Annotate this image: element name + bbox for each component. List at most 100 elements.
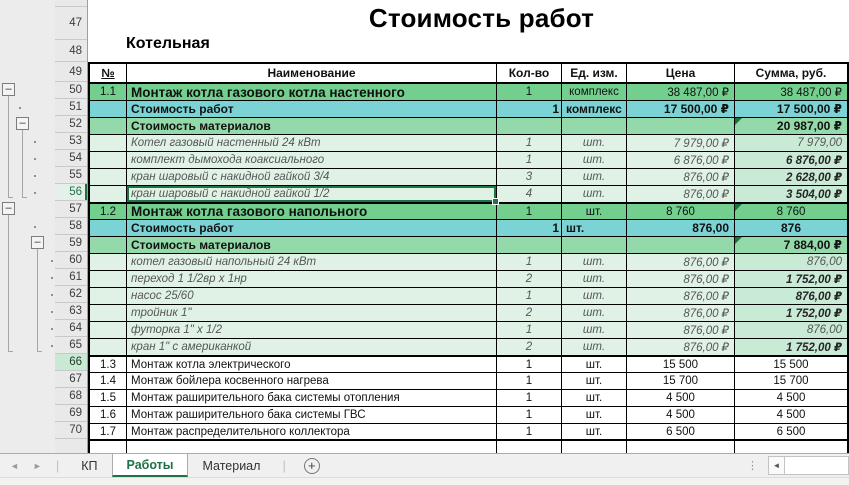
- row-header-69[interactable]: 69: [55, 405, 87, 422]
- cell-name[interactable]: Стоимость работ: [127, 220, 497, 236]
- cell-sum[interactable]: 7 979,00: [735, 135, 849, 151]
- cell-sum[interactable]: 4 500: [735, 407, 849, 423]
- cell-sum[interactable]: 15 500: [735, 357, 849, 372]
- cell-price[interactable]: 876,00 ₽: [627, 254, 735, 270]
- cell-sum[interactable]: 6 500: [735, 424, 849, 439]
- cell-price[interactable]: 876,00: [627, 220, 735, 236]
- cell-number[interactable]: [90, 101, 127, 117]
- cell-number[interactable]: 1.2: [90, 204, 127, 219]
- cell-name[interactable]: кран шаровый с накидной гайкой 1/2: [127, 186, 499, 205]
- cell-number[interactable]: [90, 322, 127, 338]
- cell-qty[interactable]: 1: [497, 390, 562, 406]
- row-header-47[interactable]: 47: [55, 7, 87, 40]
- cell-qty[interactable]: 1: [497, 254, 562, 270]
- cell-name[interactable]: Монтаж котла электрического: [127, 357, 497, 372]
- row-header-56[interactable]: 56: [55, 184, 87, 201]
- column-header-num[interactable]: №: [90, 64, 127, 82]
- cell-unit[interactable]: шт.: [562, 135, 627, 151]
- cell-price[interactable]: [627, 441, 735, 454]
- cell-qty[interactable]: 1: [497, 322, 562, 338]
- cell-name[interactable]: комплект дымохода коаксиального: [127, 152, 497, 168]
- cell-unit[interactable]: шт.: [562, 152, 627, 168]
- cell-number[interactable]: [90, 254, 127, 270]
- row-header-63[interactable]: 63: [55, 303, 87, 320]
- cell-name[interactable]: [127, 441, 497, 454]
- cell-sum[interactable]: 876,00: [735, 322, 849, 338]
- cell-number[interactable]: [90, 339, 127, 355]
- cell-price[interactable]: 876,00 ₽: [627, 186, 735, 202]
- cell-name[interactable]: Монтаж бойлера косвенного нагрева: [127, 373, 497, 389]
- column-header-qty[interactable]: Кол-во: [497, 64, 562, 82]
- horizontal-scrollbar[interactable]: [785, 456, 849, 475]
- tab-raboty[interactable]: Работы: [111, 454, 189, 477]
- cell-number[interactable]: [90, 305, 127, 321]
- row-header-59[interactable]: 59: [55, 235, 87, 252]
- cell-name[interactable]: кран 1" с американкой: [127, 339, 497, 355]
- cell-unit[interactable]: шт.: [562, 322, 627, 338]
- row-header-64[interactable]: 64: [55, 320, 87, 337]
- column-header-unit[interactable]: Ед. изм.: [562, 64, 627, 82]
- cell-sum[interactable]: 15 700: [735, 373, 849, 389]
- cell-name[interactable]: котел газовый напольный 24 кВт: [127, 254, 497, 270]
- cell-number[interactable]: [90, 441, 127, 454]
- cell-price[interactable]: 876,00 ₽: [627, 169, 735, 185]
- cell-price[interactable]: 876,00 ₽: [627, 288, 735, 304]
- cell-number[interactable]: [90, 152, 127, 168]
- cell-sum[interactable]: 1 752,00 ₽: [735, 339, 849, 355]
- cell-sum[interactable]: 6 876,00 ₽: [735, 152, 849, 168]
- cell-number[interactable]: [90, 288, 127, 304]
- collapse-group-icon[interactable]: [16, 117, 29, 130]
- cell-sum[interactable]: 876: [735, 220, 849, 236]
- cell-price[interactable]: 8 760: [627, 204, 735, 219]
- cell-name[interactable]: Котел газовый настенный 24 кВт: [127, 135, 497, 151]
- row-header-58[interactable]: 58: [55, 218, 87, 235]
- cell-unit[interactable]: шт.: [562, 357, 627, 372]
- cell-unit[interactable]: шт.: [562, 204, 627, 219]
- cell-qty[interactable]: 2: [497, 339, 562, 355]
- cell-unit[interactable]: [562, 237, 627, 253]
- tab-material[interactable]: Материал: [202, 458, 261, 473]
- cell-price[interactable]: 7 979,00 ₽: [627, 135, 735, 151]
- cell-number[interactable]: [90, 186, 127, 202]
- row-header-49[interactable]: 49: [55, 62, 87, 82]
- row-header-52[interactable]: 52: [55, 116, 87, 133]
- cell-unit[interactable]: шт.: [562, 305, 627, 321]
- cell-name[interactable]: Монтаж раширительного бака системы отопл…: [127, 390, 497, 406]
- row-header-54[interactable]: 54: [55, 150, 87, 167]
- cell-qty[interactable]: [497, 237, 562, 253]
- cell-price[interactable]: 876,00 ₽: [627, 322, 735, 338]
- cell-unit[interactable]: [562, 118, 627, 134]
- row-header-50[interactable]: 50: [55, 82, 87, 99]
- cell-qty[interactable]: 1: [497, 101, 562, 117]
- cell-unit[interactable]: шт.: [562, 254, 627, 270]
- cell-price[interactable]: [627, 118, 735, 134]
- cell-qty[interactable]: 1: [497, 204, 562, 219]
- cell-number[interactable]: [90, 237, 127, 253]
- new-sheet-icon[interactable]: +: [303, 457, 320, 474]
- cell-sum[interactable]: 876,00 ₽: [735, 288, 849, 304]
- row-header-62[interactable]: 62: [55, 286, 87, 303]
- cell-number[interactable]: [90, 220, 127, 236]
- row-header-60[interactable]: 60: [55, 252, 87, 269]
- cell-qty[interactable]: 2: [497, 271, 562, 287]
- cell-number[interactable]: 1.5: [90, 390, 127, 406]
- cell-qty[interactable]: 1: [497, 152, 562, 168]
- cell-number[interactable]: 1.6: [90, 407, 127, 423]
- cell-price[interactable]: 6 876,00 ₽: [627, 152, 735, 168]
- cell-number[interactable]: [90, 271, 127, 287]
- cell-sum[interactable]: 7 884,00 ₽: [735, 237, 849, 253]
- cell-price[interactable]: 15 500: [627, 357, 735, 372]
- cell-number[interactable]: 1.1: [90, 84, 127, 100]
- cell-name[interactable]: Монтаж котла газового напольного: [127, 204, 497, 219]
- cell-name[interactable]: тройник 1": [127, 305, 497, 321]
- cell-name[interactable]: футорка 1" х 1/2: [127, 322, 497, 338]
- cell-name[interactable]: Стоимость материалов: [127, 237, 497, 253]
- cell-price[interactable]: [627, 237, 735, 253]
- cell-number[interactable]: 1.4: [90, 373, 127, 389]
- cell-qty[interactable]: 1: [497, 288, 562, 304]
- tab-kp[interactable]: КП: [81, 458, 98, 473]
- cell-qty[interactable]: 1: [497, 357, 562, 372]
- column-header-price[interactable]: Цена: [627, 64, 735, 82]
- cell-unit[interactable]: шт.: [562, 271, 627, 287]
- cell-sum[interactable]: 38 487,00 ₽: [735, 84, 849, 100]
